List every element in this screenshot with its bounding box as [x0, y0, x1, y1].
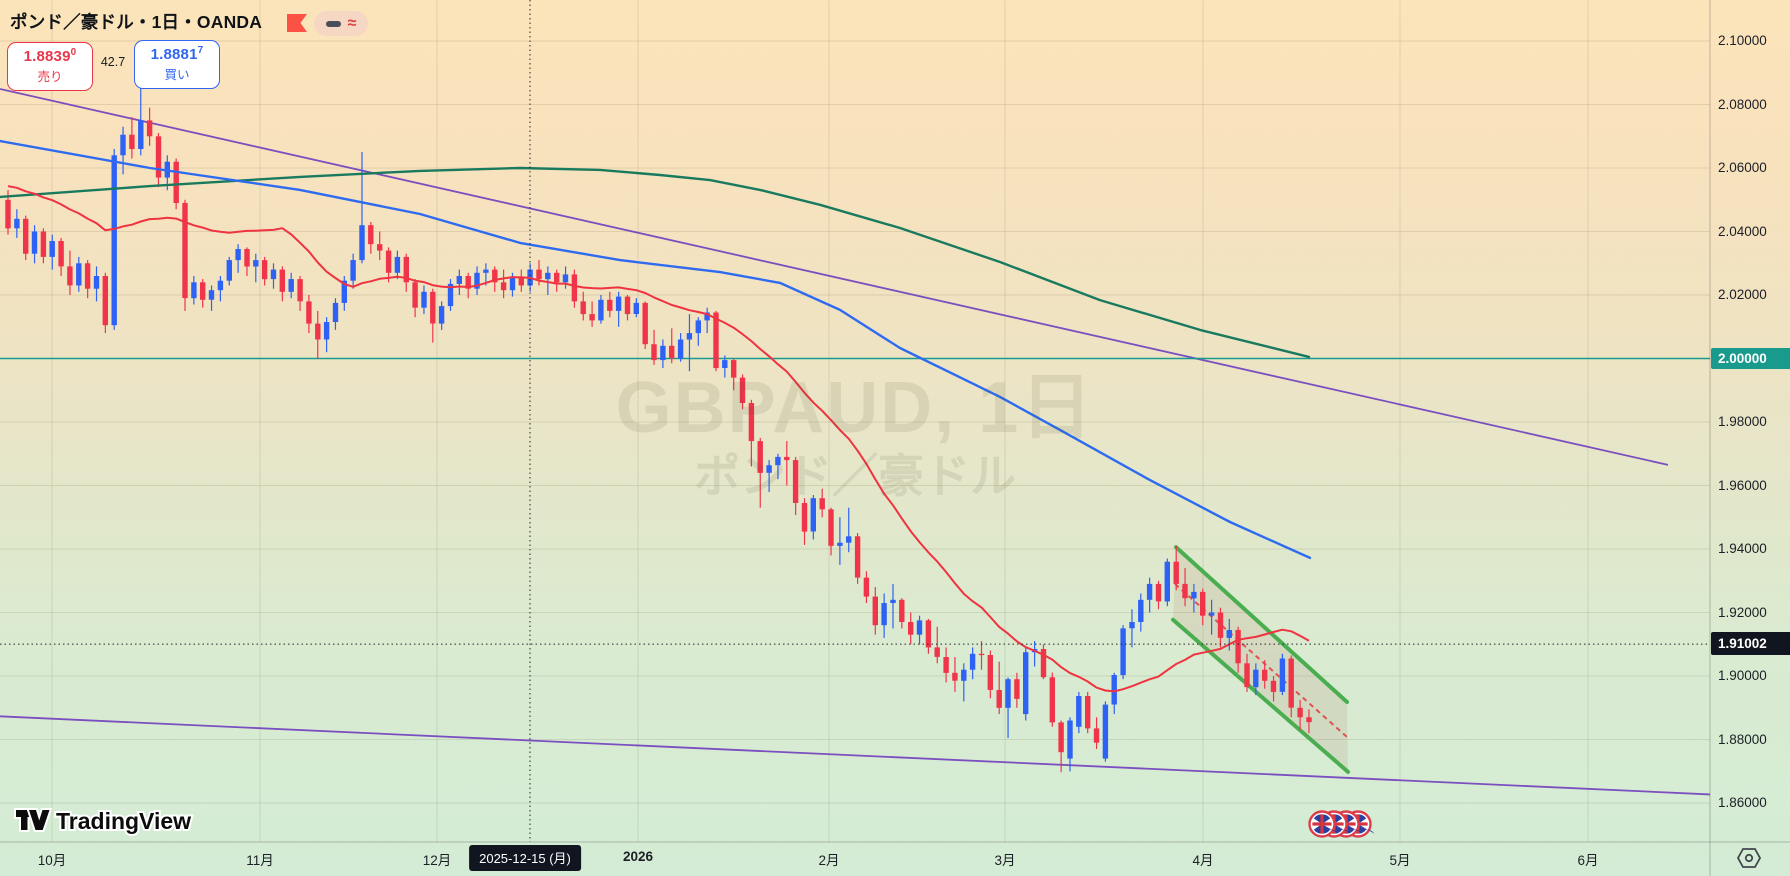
time-tick-label: 3月: [994, 853, 1016, 868]
tradingview-logo[interactable]: TradingView: [12, 804, 242, 841]
time-tick-label: 10月: [37, 853, 67, 868]
time-tick-label: 6月: [1577, 853, 1599, 868]
sell-quote-button[interactable]: 1.88390 売り: [7, 42, 93, 91]
price-tick-label: 1.96000: [1718, 477, 1767, 493]
price-tick-label: 1.94000: [1718, 541, 1767, 556]
flag-icon[interactable]: [286, 13, 308, 38]
svg-text:TradingView: TradingView: [56, 808, 191, 834]
spread-value: 42.7: [100, 55, 126, 69]
crosshair-price-label: 1.91002: [1711, 632, 1790, 656]
time-tick-label: 4月: [1192, 853, 1214, 868]
time-tick-label: 2026: [622, 849, 654, 864]
time-tick-label: 2月: [818, 853, 840, 868]
price-tick-label: 2.10000: [1718, 33, 1767, 48]
buy-label: 買い: [164, 68, 190, 82]
watermark-symbol-jp: ポンド／豪ドル: [694, 450, 1016, 502]
price-tick-label: 2.08000: [1718, 96, 1767, 112]
price-tick-label: 2.04000: [1718, 223, 1767, 239]
price-tick-label: 1.98000: [1718, 414, 1767, 429]
level-price-label: 2.00000: [1711, 347, 1790, 369]
time-tick-label: 5月: [1389, 853, 1411, 868]
price-tick-label: 2.06000: [1718, 160, 1767, 175]
event-flag-icon: [1308, 810, 1339, 838]
time-tick-label: 11月: [246, 853, 274, 868]
watermark-symbol: GBPAUD, 1日: [615, 368, 1095, 448]
spread-mode-pill[interactable]: ≈: [314, 11, 368, 36]
approx-icon: ≈: [347, 14, 357, 32]
hexagon-settings-icon[interactable]: [1736, 847, 1762, 874]
buy-quote-button[interactable]: 1.88817 買い: [134, 40, 220, 89]
crosshair-date-label: 2025-12-15 (月): [469, 845, 581, 871]
symbol-title: ポンド／豪ドル・1日・OANDA: [10, 12, 263, 32]
price-tick-label: 1.86000: [1718, 795, 1767, 810]
price-tick-label: 1.88000: [1718, 731, 1767, 747]
price-tick-label: 2.02000: [1718, 287, 1767, 302]
price-tick-label: 1.92000: [1718, 604, 1767, 620]
sell-label: 売り: [37, 70, 63, 84]
dash-icon: [325, 20, 341, 27]
price-tick-label: 1.90000: [1718, 668, 1767, 683]
time-tick-label: 12月: [422, 853, 452, 868]
